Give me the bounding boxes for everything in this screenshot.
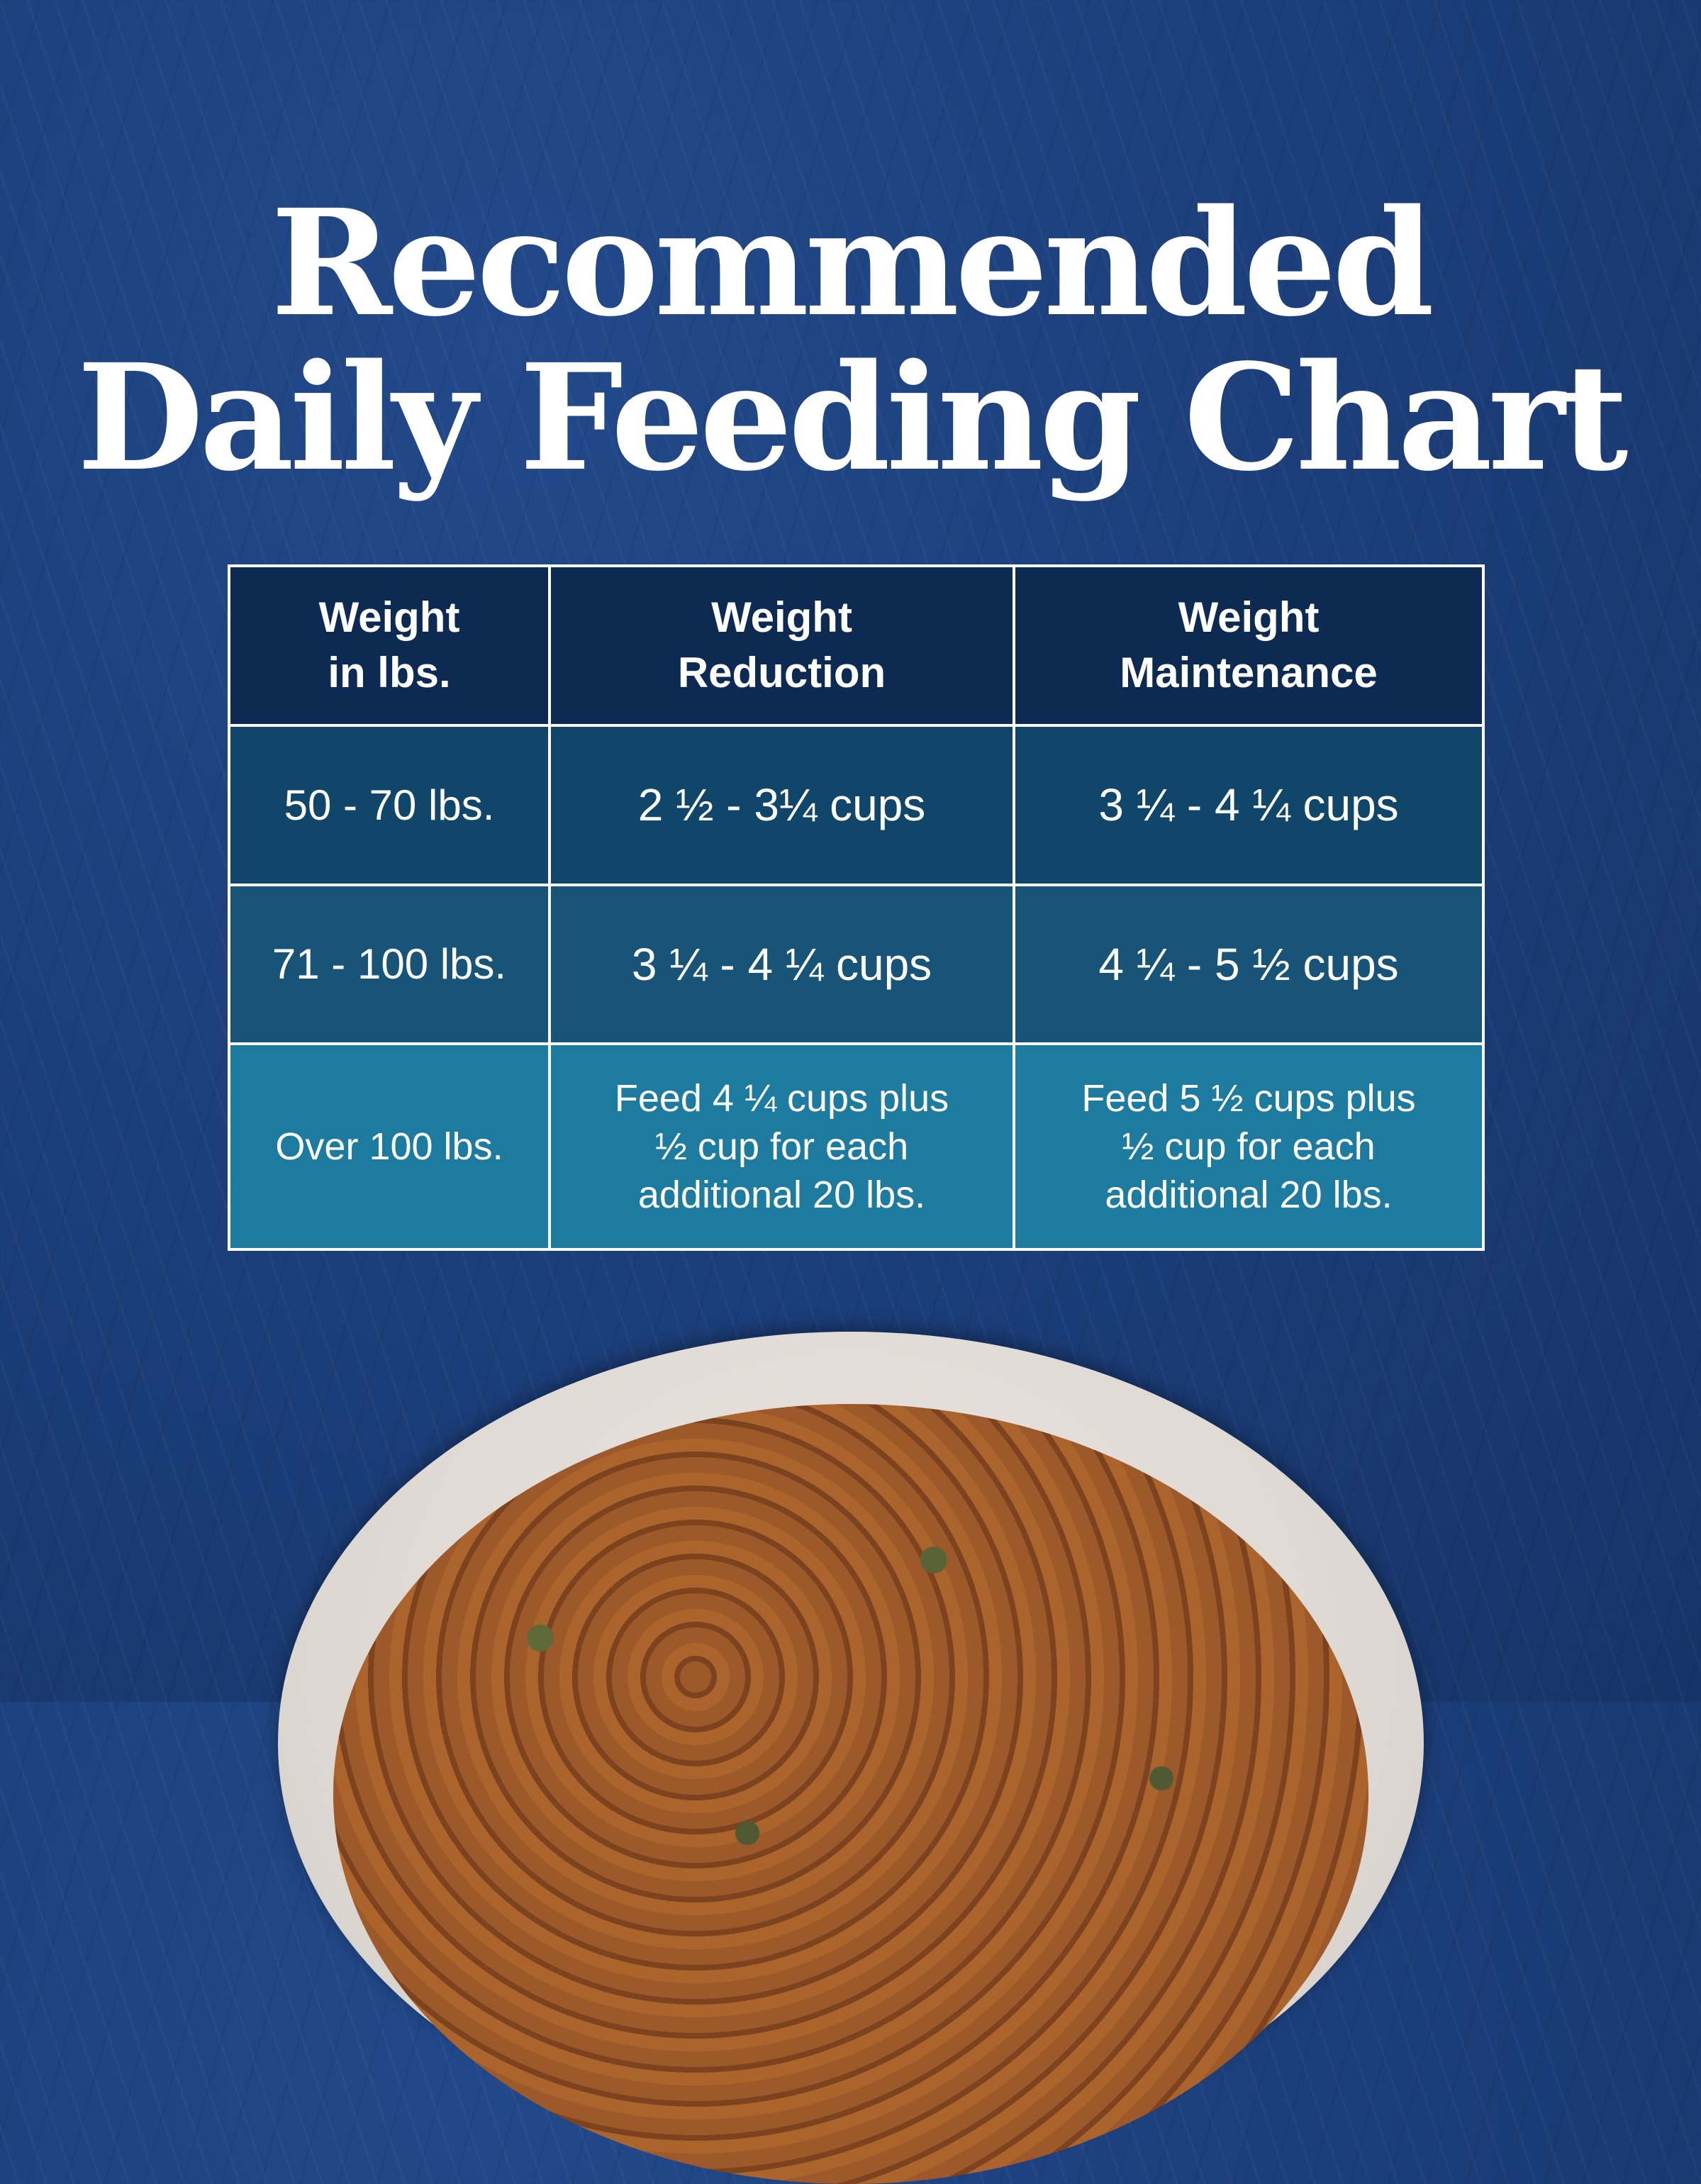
table-row: 71 - 100 lbs. 3 ¼ - 4 ¼ cups 4 ¼ - 5 ½ c…: [228, 883, 1485, 1046]
title-line-2: Daily Feeding Chart: [77, 332, 1629, 503]
cell-reduction: 3 ¼ - 4 ¼ cups: [548, 883, 1015, 1046]
cell-weight: Over 100 lbs.: [228, 1042, 551, 1251]
cell-reduction: 2 ½ - 3¼ cups: [548, 723, 1015, 886]
table-row: 50 - 70 lbs. 2 ½ - 3¼ cups 3 ¼ - 4 ¼ cup…: [228, 723, 1485, 886]
header-row: Weight in lbs. Weight Reduction Weight M…: [228, 564, 1485, 727]
header-weight: Weight in lbs.: [228, 564, 551, 727]
header-weight-reduction: Weight Reduction: [548, 564, 1015, 727]
cell-maintenance: 4 ¼ - 5 ½ cups: [1013, 883, 1485, 1046]
cell-reduction: Feed 4 ¼ cups plus ½ cup for each additi…: [548, 1042, 1015, 1251]
header-weight-maintenance: Weight Maintenance: [1013, 564, 1485, 727]
cell-weight: 71 - 100 lbs.: [228, 883, 551, 1046]
title-line-1: Recommended: [270, 177, 1434, 349]
feeding-chart-table: Weight in lbs. Weight Reduction Weight M…: [228, 564, 1485, 1251]
page-title: Recommended Daily Feeding Chart: [0, 186, 1701, 495]
kibble-image: [333, 1404, 1368, 2184]
table-row: Over 100 lbs. Feed 4 ¼ cups plus ½ cup f…: [228, 1042, 1485, 1251]
cell-maintenance: 3 ¼ - 4 ¼ cups: [1013, 723, 1485, 886]
cell-weight: 50 - 70 lbs.: [228, 723, 551, 886]
cell-maintenance: Feed 5 ½ cups plus ½ cup for each additi…: [1013, 1042, 1485, 1251]
